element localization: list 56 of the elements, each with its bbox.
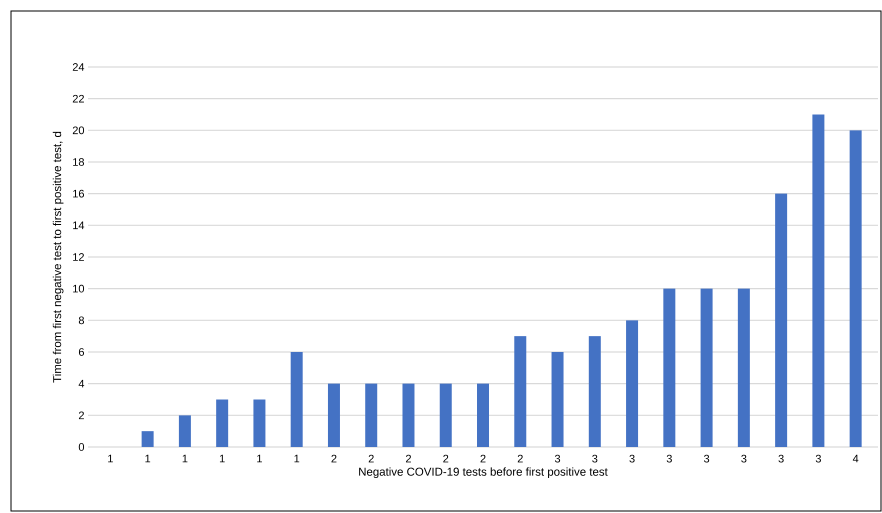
bar [775, 194, 788, 447]
bar [328, 384, 340, 447]
y-tick-label: 20 [72, 126, 84, 134]
x-tick-label: 3 [666, 454, 672, 463]
x-tick-label: 1 [108, 454, 113, 462]
x-tick-label: 4 [852, 454, 858, 462]
y-axis-title: Time from first negative test to first positive test, d [52, 132, 64, 383]
bar [514, 336, 526, 447]
x-tick-label: 1 [294, 454, 300, 462]
x-tick-label: 3 [704, 454, 710, 463]
x-tick-label: 3 [816, 454, 821, 463]
y-tick-label: 8 [78, 316, 84, 324]
x-tick-label: 3 [554, 454, 560, 463]
bar [440, 384, 452, 447]
y-tick-label: 4 [78, 380, 84, 388]
bar [552, 352, 564, 447]
y-tick-label: 24 [72, 63, 84, 71]
bar [663, 288, 676, 447]
x-tick-label: 3 [778, 454, 784, 463]
x-tick-label: 2 [480, 454, 486, 462]
x-tick-label: 1 [257, 454, 262, 462]
bar [812, 114, 824, 447]
x-tick-label: 3 [629, 454, 635, 463]
bar [700, 288, 713, 447]
bar [253, 399, 266, 447]
y-tick-label: 0 [78, 443, 84, 451]
y-tick-label: 22 [72, 94, 84, 102]
y-tick-label: 12 [73, 253, 84, 261]
x-tick-label: 2 [443, 454, 448, 462]
bar [626, 320, 638, 447]
x-tick-label: 3 [592, 454, 598, 463]
bar [216, 399, 228, 447]
x-tick-label: 2 [518, 454, 523, 462]
x-tick-label: 2 [406, 454, 411, 462]
bar [290, 352, 303, 447]
y-tick-label: 14 [73, 222, 84, 230]
x-tick-label: 1 [220, 454, 225, 462]
bar [142, 431, 154, 447]
bar [850, 130, 862, 447]
y-tick-label: 10 [73, 284, 84, 293]
x-tick-label: 1 [145, 454, 150, 462]
y-tick-label: 18 [73, 158, 84, 166]
bar [738, 288, 750, 447]
bar [402, 384, 414, 447]
bar [477, 384, 490, 447]
x-tick-label: 1 [182, 454, 188, 462]
y-tick-label: 6 [78, 348, 84, 356]
y-tick-label: 16 [73, 190, 84, 198]
bar [365, 384, 378, 447]
bar [178, 415, 191, 447]
x-tick-label: 2 [368, 454, 374, 462]
x-tick-label: 2 [331, 454, 336, 462]
bar [588, 336, 601, 447]
x-tick-label: 3 [741, 454, 746, 463]
x-axis-title: Negative COVID-19 tests before first positive test [359, 467, 608, 478]
y-tick-label: 2 [78, 412, 84, 420]
